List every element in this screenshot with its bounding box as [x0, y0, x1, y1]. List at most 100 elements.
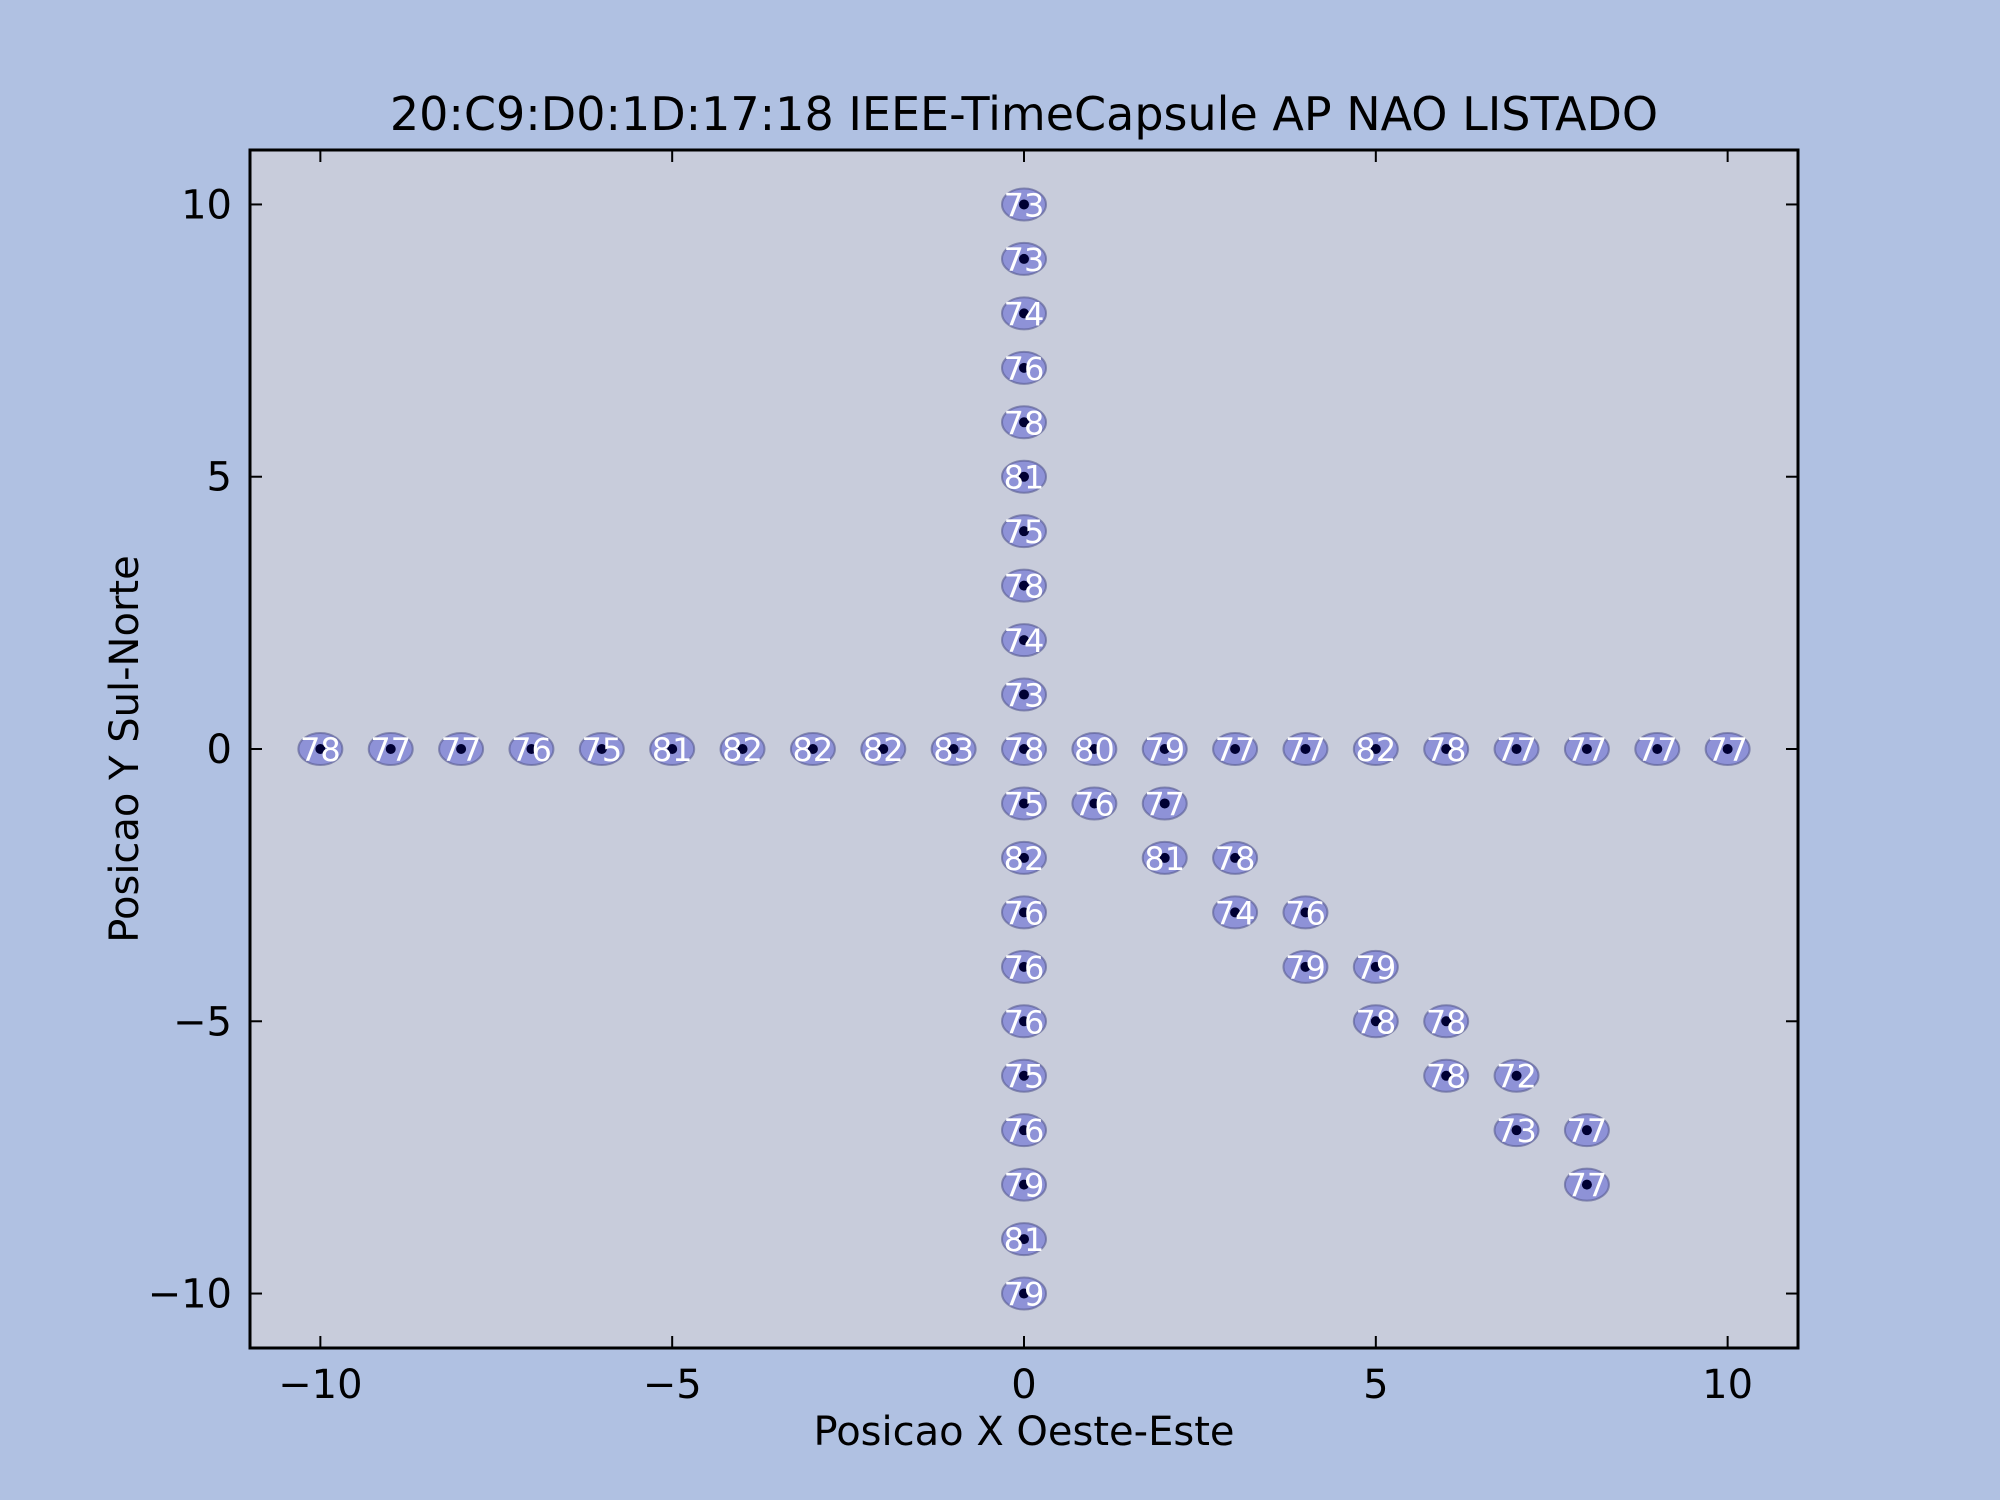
- data-point-group: 81: [1001, 459, 1047, 497]
- point-value-label: 73: [1004, 677, 1045, 715]
- data-point-group: 77: [1563, 731, 1610, 769]
- data-point: [1722, 744, 1733, 754]
- data-point: [1019, 199, 1029, 210]
- data-point-group: 75: [1001, 785, 1047, 823]
- point-value-label: 76: [1285, 894, 1326, 932]
- point-value-label: 76: [1074, 785, 1115, 823]
- data-point-group: 76: [1001, 949, 1047, 987]
- data-point-group: 81: [1141, 840, 1188, 878]
- data-point: [385, 744, 396, 754]
- x-axis-label: Posicao X Oeste-Este: [814, 1409, 1235, 1455]
- data-point-group: 78: [1423, 731, 1470, 769]
- data-point-group: 74: [1001, 295, 1047, 333]
- data-point: [1300, 744, 1311, 754]
- data-point: [1019, 253, 1029, 264]
- data-point: [807, 744, 818, 754]
- point-value-label: 76: [511, 731, 552, 769]
- data-point: [1581, 1125, 1592, 1136]
- y-axis-label: Posicao Y Sul-Norte: [102, 555, 148, 942]
- point-value-label: 77: [1707, 731, 1748, 769]
- point-value-label: 74: [1004, 295, 1045, 333]
- point-value-label: 76: [1004, 1112, 1045, 1150]
- point-value-label: 77: [1567, 731, 1608, 769]
- x-tick-label: −10: [278, 1362, 362, 1408]
- data-point-group: 76: [1001, 1003, 1047, 1041]
- data-point: [667, 744, 678, 754]
- point-value-label: 75: [1004, 1058, 1045, 1096]
- data-point-group: 77: [1282, 731, 1329, 769]
- data-point: [1230, 744, 1241, 754]
- data-point-group: 77: [438, 731, 485, 769]
- point-value-label: 78: [1215, 840, 1256, 878]
- point-value-label: 78: [1426, 731, 1467, 769]
- point-value-label: 74: [1004, 622, 1045, 660]
- point-value-label: 76: [1004, 350, 1045, 388]
- data-point: [1019, 689, 1029, 700]
- point-value-label: 78: [1426, 1058, 1467, 1096]
- y-tick-label: 10: [181, 182, 232, 228]
- data-point: [596, 744, 607, 754]
- y-tick-label: 5: [207, 455, 232, 501]
- data-point: [1019, 852, 1029, 863]
- data-point: [1019, 635, 1029, 646]
- data-point-group: 82: [1352, 731, 1399, 769]
- data-point-group: 75: [1001, 1058, 1047, 1096]
- data-point: [1230, 907, 1241, 918]
- data-point: [1300, 907, 1311, 918]
- data-point-group: 78: [1423, 1003, 1470, 1041]
- data-point: [1019, 961, 1029, 972]
- data-point: [1370, 1016, 1381, 1027]
- point-value-label: 79: [1355, 949, 1396, 987]
- data-point: [1652, 744, 1663, 754]
- data-point: [1159, 852, 1170, 863]
- point-value-label: 73: [1496, 1112, 1537, 1150]
- point-value-label: 78: [300, 731, 341, 769]
- data-point-group: 74: [1212, 894, 1259, 932]
- point-value-label: 73: [1004, 186, 1045, 224]
- data-point-group: 80: [1071, 731, 1118, 769]
- point-value-label: 78: [1004, 568, 1045, 606]
- data-point: [1441, 744, 1452, 754]
- point-value-label: 79: [1285, 949, 1326, 987]
- data-point: [1441, 1070, 1452, 1081]
- axis-ticks: −10 −5 0 5 10 −10 −5 0 5 10: [148, 150, 1798, 1408]
- point-value-label: 75: [581, 731, 622, 769]
- point-value-label: 83: [933, 731, 974, 769]
- data-point-group: 79: [1001, 1276, 1047, 1314]
- data-point-group: 79: [1282, 949, 1329, 987]
- data-point: [1019, 1179, 1029, 1190]
- data-marks: 73 73 74 76 78 81 75 78 74 73 78 77 77 76 75 81 82 82 82 83…: [297, 186, 1751, 1314]
- data-point-group: 72: [1493, 1058, 1540, 1096]
- data-point: [948, 744, 959, 754]
- point-value-label: 76: [1004, 1003, 1045, 1041]
- data-point: [1511, 744, 1522, 754]
- data-point-group: 82: [860, 731, 907, 769]
- data-point-group: 78: [1352, 1003, 1399, 1041]
- y-tick-label: −5: [173, 999, 232, 1045]
- data-point: [1230, 852, 1241, 863]
- data-point-group: 75: [1001, 513, 1047, 551]
- point-value-label: 78: [1004, 404, 1045, 442]
- point-value-label: 82: [1004, 840, 1045, 878]
- point-value-label: 79: [1004, 1276, 1045, 1314]
- data-point: [1019, 417, 1029, 428]
- data-point: [1019, 1125, 1029, 1136]
- y-tick-label: −10: [148, 1272, 232, 1318]
- point-value-label: 77: [1496, 731, 1537, 769]
- data-point: [1019, 1288, 1029, 1299]
- data-point: [737, 744, 748, 754]
- data-point: [1019, 471, 1029, 482]
- point-value-label: 82: [793, 731, 834, 769]
- data-point-group: 79: [1352, 949, 1399, 987]
- x-tick-label: 0: [1011, 1362, 1036, 1408]
- point-value-label: 77: [1567, 1167, 1608, 1205]
- data-point: [1019, 907, 1029, 918]
- data-point: [1089, 744, 1100, 754]
- data-point: [1159, 744, 1170, 754]
- data-point-group: 74: [1001, 622, 1047, 660]
- point-value-label: 82: [1355, 731, 1396, 769]
- point-value-label: 78: [1004, 731, 1045, 769]
- point-value-label: 77: [1637, 731, 1678, 769]
